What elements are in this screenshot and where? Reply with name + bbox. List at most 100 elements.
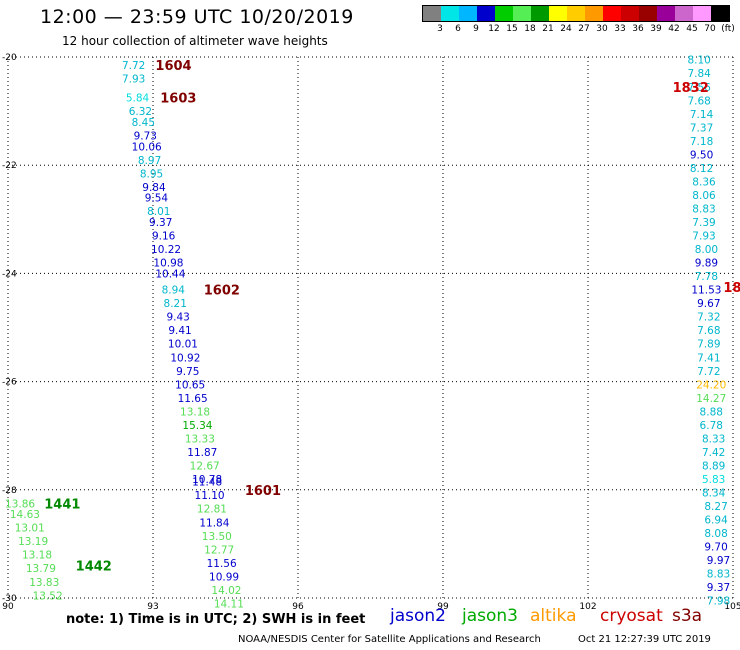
- lon-tick-label: 93: [147, 602, 158, 612]
- wave-height-point: 13.18: [22, 550, 52, 562]
- wave-height-point: 15.34: [182, 420, 212, 432]
- wave-height-point: 9.73: [134, 130, 157, 142]
- legend-label: 36: [632, 24, 644, 34]
- wave-height-point: 13.86: [5, 498, 35, 510]
- legend-label: 27: [578, 24, 590, 34]
- wave-height-point: 9.37: [149, 217, 172, 229]
- wave-height-point: 8.27: [704, 501, 727, 513]
- wave-height-point: 14.27: [696, 393, 726, 405]
- track-time-label: 1831: [723, 281, 740, 296]
- legend-label: 12: [488, 24, 500, 34]
- wave-height-point: 8.01: [147, 206, 170, 218]
- wave-height-point: 7.89: [697, 339, 720, 351]
- legend-label: 6: [455, 24, 461, 34]
- wave-height-point: 5.83: [702, 474, 725, 486]
- wave-height-point: 10.78: [192, 474, 222, 486]
- legend-swatch: [621, 6, 639, 21]
- sat-altika-label: altika: [530, 606, 577, 626]
- wave-height-point: 12.81: [197, 504, 227, 516]
- wave-height-point: 11.56: [207, 558, 237, 570]
- wave-height-point: 5.84: [126, 93, 150, 105]
- wave-height-point: 14.02: [211, 585, 241, 597]
- sat-cryosat-label: cryosat: [600, 606, 663, 626]
- legend-swatch: [423, 6, 441, 21]
- legend-label: 15: [506, 24, 518, 34]
- sat-jason3-label: jason3: [462, 606, 518, 626]
- wave-height-point: 14.63: [10, 509, 40, 521]
- wave-height-point: 8.88: [700, 406, 723, 418]
- wave-height-point: 13.83: [29, 577, 59, 589]
- lat-tick-label: -20: [2, 53, 17, 63]
- track-time-label: 1604: [155, 59, 191, 74]
- wave-height-point: 11.48: [192, 477, 222, 489]
- wave-height-point: 7.39: [692, 217, 715, 229]
- sat-jason2-label: jason2: [390, 606, 446, 626]
- wave-height-point: 6.78: [700, 420, 723, 432]
- legend-swatch: [513, 6, 531, 21]
- wave-height-point: 7.68: [697, 325, 720, 337]
- lon-tick-label: 105: [724, 602, 740, 612]
- wave-height-point: 8.94: [162, 285, 186, 297]
- legend-label: 33: [614, 24, 626, 34]
- wave-height-point: 9.54: [145, 193, 169, 205]
- wave-height-point: 9.37: [707, 582, 730, 594]
- track-time-label: 1601: [245, 484, 281, 499]
- wave-height-point: 10.06: [132, 141, 162, 153]
- wave-height-point: 14.11: [214, 598, 244, 610]
- wave-height-point: 12.67: [190, 460, 220, 472]
- wave-height-point: 7.93: [122, 74, 145, 86]
- lat-tick-label: -26: [2, 378, 17, 388]
- legend-swatch: [603, 6, 621, 21]
- wave-height-point: 8.10: [687, 55, 710, 67]
- lat-tick-label: -30: [2, 594, 17, 604]
- wave-height-point: 8.21: [164, 298, 187, 310]
- legend-label: 70: [704, 24, 716, 34]
- wave-height-point: 24.20: [696, 379, 726, 391]
- legend-swatch: [567, 6, 585, 21]
- wave-height-point: 7.72: [122, 60, 145, 72]
- wave-height-point: 8.97: [138, 155, 161, 167]
- wave-height-point: 6.32: [129, 106, 152, 118]
- wave-height-point: 10.99: [209, 571, 239, 583]
- wave-height-point: 11.10: [195, 490, 225, 502]
- wave-height-point: 9.67: [697, 298, 720, 310]
- map-title: 12:00 — 23:59 UTC 10/20/2019: [40, 6, 354, 28]
- legend-swatch: [693, 6, 711, 21]
- wave-height-point: 8.45: [132, 117, 155, 129]
- wave-height-point: 9.70: [704, 542, 727, 554]
- wave-height-point: 7.14: [690, 109, 714, 121]
- wave-height-point: 11.84: [199, 517, 229, 529]
- wave-height-point: 8.83: [707, 569, 730, 581]
- wave-height-point: 10.98: [153, 258, 183, 270]
- wave-height-point: 9.41: [168, 325, 191, 337]
- wave-height-point: 8.34: [702, 488, 726, 500]
- wave-height-point: 9.43: [166, 312, 189, 324]
- wave-height-point: 11.53: [691, 285, 721, 297]
- wave-height-point: 10.22: [151, 244, 181, 256]
- wave-height-point: 7.41: [697, 352, 720, 364]
- legend-label: 24: [560, 24, 572, 34]
- lat-tick-label: -24: [2, 269, 17, 279]
- wave-height-point: 6.94: [704, 515, 728, 527]
- legend-swatch: [639, 6, 657, 21]
- wave-height-point: 8.33: [702, 433, 725, 445]
- track-time-label: 1441: [44, 497, 80, 512]
- footer-note: note: 1) Time is in UTC; 2) SWH is in fe…: [66, 612, 366, 627]
- legend-swatch: [477, 6, 495, 21]
- wave-height-point: 13.01: [15, 523, 45, 535]
- lon-tick-label: 90: [2, 602, 14, 612]
- legend-swatch: [657, 6, 675, 21]
- wave-height-point: 9.16: [152, 231, 176, 243]
- wave-height-point: 9.84: [142, 182, 166, 194]
- wave-height-point: 10.44: [155, 268, 185, 280]
- wave-height-point: 12.77: [204, 544, 234, 556]
- legend-label: 3: [437, 24, 443, 34]
- wave-height-point: 9.50: [690, 149, 713, 161]
- wave-height-point: 11.65: [178, 393, 208, 405]
- lat-tick-label: -28: [2, 486, 17, 496]
- legend-swatch: [675, 6, 693, 21]
- lat-tick-label: -22: [2, 161, 17, 171]
